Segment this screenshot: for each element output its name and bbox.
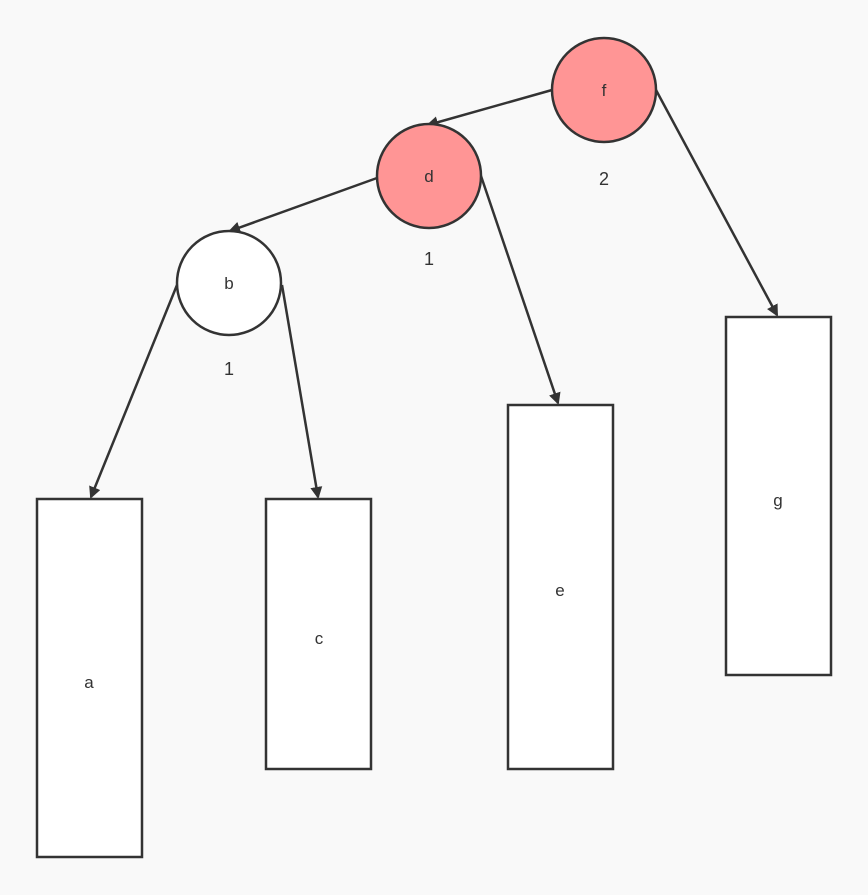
edge-f-d xyxy=(426,88,553,129)
node-f-label: f xyxy=(602,81,607,100)
leaf-c-label: c xyxy=(315,629,324,648)
edge-f-g xyxy=(654,89,779,317)
leaf-e-box xyxy=(506,403,615,771)
edges xyxy=(89,88,779,499)
node-b-height: 1 xyxy=(224,359,234,379)
leaf-e: e xyxy=(506,403,615,771)
node-b: b 1 xyxy=(175,229,283,379)
edge-b-a xyxy=(89,284,179,499)
edge-b-c xyxy=(280,284,323,499)
node-f-height: 2 xyxy=(599,169,609,189)
leaf-g-box xyxy=(724,315,833,677)
leaf-a: a xyxy=(35,497,144,859)
node-b-label: b xyxy=(224,274,233,293)
leaf-a-label: a xyxy=(84,673,94,692)
edge-d-e xyxy=(479,175,561,405)
leaf-c: c xyxy=(264,497,373,771)
leaf-e-label: e xyxy=(555,581,564,600)
node-f-circle xyxy=(550,36,658,144)
leaf-g: g xyxy=(724,315,833,677)
node-d-circle xyxy=(375,122,483,230)
node-f: f 2 xyxy=(550,36,658,189)
node-d-height: 1 xyxy=(424,249,434,269)
edge-d-b xyxy=(228,176,378,234)
leaf-g-label: g xyxy=(773,491,782,510)
node-d: d 1 xyxy=(375,122,483,269)
node-b-circle xyxy=(175,229,283,337)
leaf-a-box xyxy=(35,497,144,859)
node-d-label: d xyxy=(424,167,433,186)
leaf-c-box xyxy=(264,497,373,771)
